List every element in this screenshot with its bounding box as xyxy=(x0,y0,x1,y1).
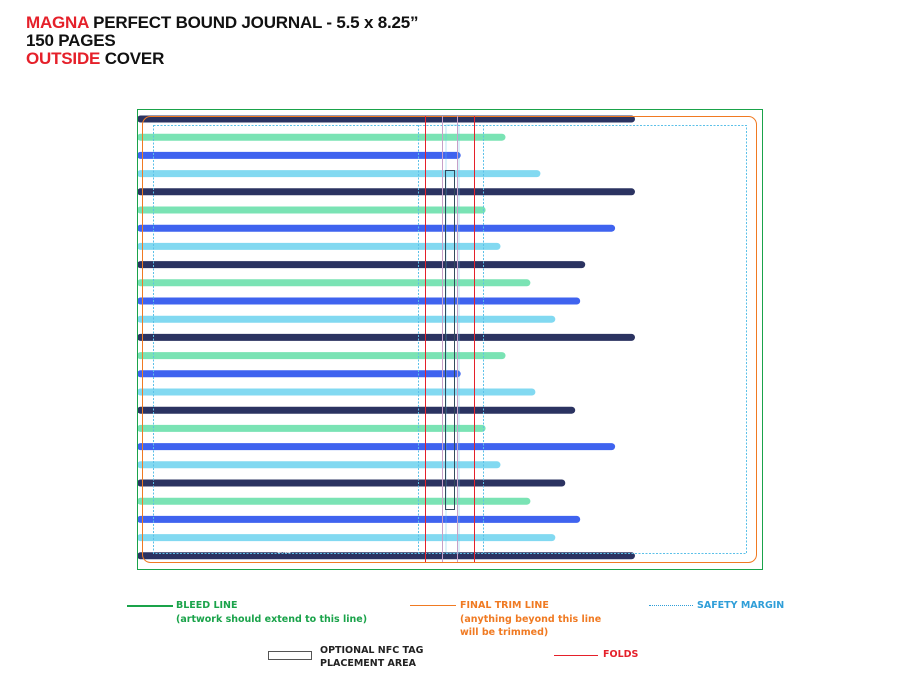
bleed-legend-swatch xyxy=(127,605,173,607)
cover-stripe xyxy=(137,206,486,214)
cover-stripe xyxy=(137,279,531,287)
safety-legend-title: SAFETY MARGIN xyxy=(697,600,785,611)
nfc-legend-title-2: PLACEMENT AREA xyxy=(320,658,417,669)
spine-label: SPINE xyxy=(277,549,291,554)
cover-stripe xyxy=(137,352,506,360)
bleed-line xyxy=(137,109,763,570)
cover-stripe xyxy=(137,497,531,505)
title-line-1: MAGNA PERFECT BOUND JOURNAL - 5.5 x 8.25… xyxy=(26,13,419,32)
nfc-legend-swatch xyxy=(268,651,312,660)
stripe-bleed-mask xyxy=(130,110,138,569)
cover-stripe xyxy=(137,461,501,469)
title-line-3: OUTSIDE COVER xyxy=(26,50,418,68)
cover-stripe xyxy=(137,261,586,269)
trim-legend-note-2: will be trimmed) xyxy=(460,627,549,638)
page-title: MAGNA PERFECT BOUND JOURNAL - 5.5 x 8.25… xyxy=(26,13,419,68)
cover-stripe xyxy=(137,388,536,396)
cover-stripe xyxy=(137,170,541,178)
cover-stripe xyxy=(137,188,635,196)
cover-stripe xyxy=(137,133,506,141)
cover-side: OUTSIDE xyxy=(26,49,101,68)
cover-label: COVER xyxy=(100,49,165,68)
product-name: PERFECT BOUND JOURNAL - 5.5 x 8.25” xyxy=(88,13,419,32)
cover-stripe xyxy=(137,534,556,542)
trim-legend-note-1: (anything beyond this line xyxy=(460,614,602,625)
cover-stripe xyxy=(137,424,486,432)
safety-margin xyxy=(153,125,747,554)
cover-stripe xyxy=(137,370,461,378)
cover-stripe xyxy=(137,151,461,159)
safety-legend-swatch xyxy=(649,605,693,606)
cover-stripe xyxy=(137,242,501,250)
nfc-legend-title-1: OPTIONAL NFC TAG xyxy=(320,645,424,656)
cover-stripe xyxy=(137,552,635,560)
title-line-2: 150 PAGES xyxy=(26,31,116,50)
folds-legend-swatch xyxy=(554,655,598,656)
nfc-placement-area xyxy=(445,170,455,510)
cover-stripe xyxy=(137,224,616,232)
brand-name: MAGNA xyxy=(26,13,89,32)
cover-stripe xyxy=(137,297,581,305)
trim-legend-title: FINAL TRIM LINE xyxy=(460,600,549,611)
stripe-pattern xyxy=(130,110,635,569)
cover-stripe xyxy=(137,406,576,414)
cover-stripe xyxy=(137,443,616,451)
bleed-legend-title: BLEED LINE xyxy=(176,600,238,611)
cover-stripe xyxy=(137,479,566,487)
trim-legend-swatch xyxy=(410,605,456,606)
trim-line xyxy=(142,116,757,563)
folds-legend-title: FOLDS xyxy=(603,649,639,660)
cover-stripe xyxy=(137,515,581,523)
cover-stripe xyxy=(137,115,635,123)
cover-stripe xyxy=(137,315,556,323)
cover-stripe xyxy=(137,333,635,341)
bleed-legend-note: (artwork should extend to this line) xyxy=(176,614,368,625)
